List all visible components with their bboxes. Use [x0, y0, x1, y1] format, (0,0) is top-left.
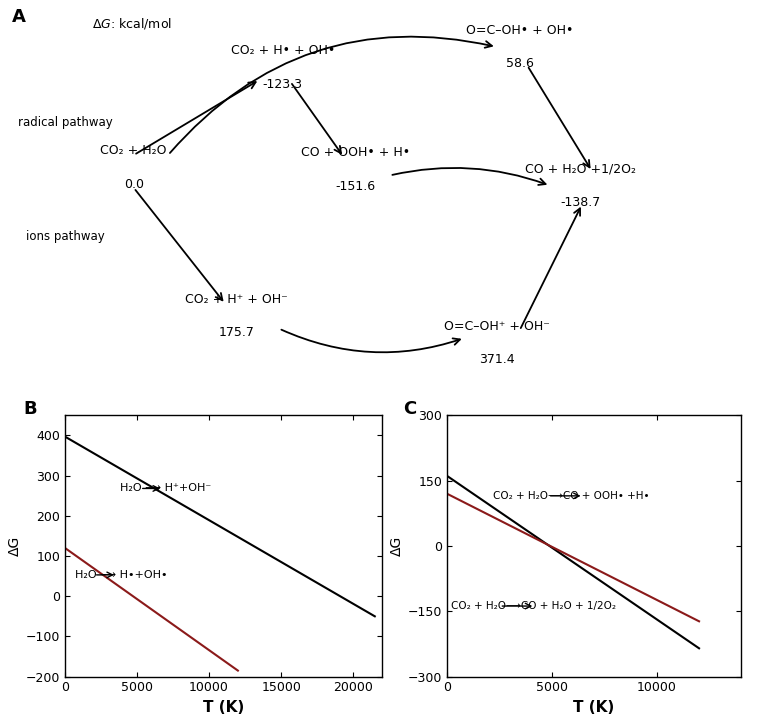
Text: -151.6: -151.6: [335, 180, 375, 193]
Text: H₂O ⟶ H•+OH•: H₂O ⟶ H•+OH•: [75, 570, 167, 580]
Y-axis label: ΔG: ΔG: [8, 536, 21, 556]
Text: B: B: [24, 400, 37, 417]
Text: $\Delta G$: kcal/mol: $\Delta G$: kcal/mol: [92, 16, 172, 32]
Text: H₂O ⟶ H⁺+OH⁻: H₂O ⟶ H⁺+OH⁻: [120, 483, 211, 493]
Text: O=C–OH• + OH•: O=C–OH• + OH•: [466, 24, 573, 37]
Text: CO₂ + H₂O⟶CO + OOH• +H•: CO₂ + H₂O⟶CO + OOH• +H•: [494, 491, 649, 501]
X-axis label: T (K): T (K): [203, 700, 244, 715]
Text: 175.7: 175.7: [219, 326, 254, 339]
Text: CO₂ + H⁺ + OH⁻: CO₂ + H⁺ + OH⁻: [186, 293, 288, 306]
Text: CO₂ + H₂O⟶CO + H₂O + 1/2O₂: CO₂ + H₂O⟶CO + H₂O + 1/2O₂: [451, 601, 616, 611]
Text: CO₂ + H₂O: CO₂ + H₂O: [100, 144, 167, 157]
Y-axis label: ΔG: ΔG: [390, 536, 403, 556]
Text: -138.7: -138.7: [561, 196, 601, 209]
Text: 371.4: 371.4: [479, 353, 514, 366]
X-axis label: T (K): T (K): [574, 700, 614, 715]
Text: O=C–OH⁺ + OH⁻: O=C–OH⁺ + OH⁻: [444, 319, 549, 333]
Text: -123.3: -123.3: [263, 77, 303, 90]
Text: ions pathway: ions pathway: [25, 231, 105, 243]
Text: CO + H₂O +1/2O₂: CO + H₂O +1/2O₂: [525, 163, 636, 175]
Text: C: C: [403, 400, 416, 417]
Text: radical pathway: radical pathway: [18, 116, 112, 129]
Text: CO₂ + H• + OH•: CO₂ + H• + OH•: [231, 44, 335, 57]
Text: A: A: [11, 8, 25, 26]
Text: 58.6: 58.6: [506, 57, 533, 70]
Text: 0.0: 0.0: [124, 178, 144, 190]
Text: CO + OOH• + H•: CO + OOH• + H•: [301, 146, 410, 159]
